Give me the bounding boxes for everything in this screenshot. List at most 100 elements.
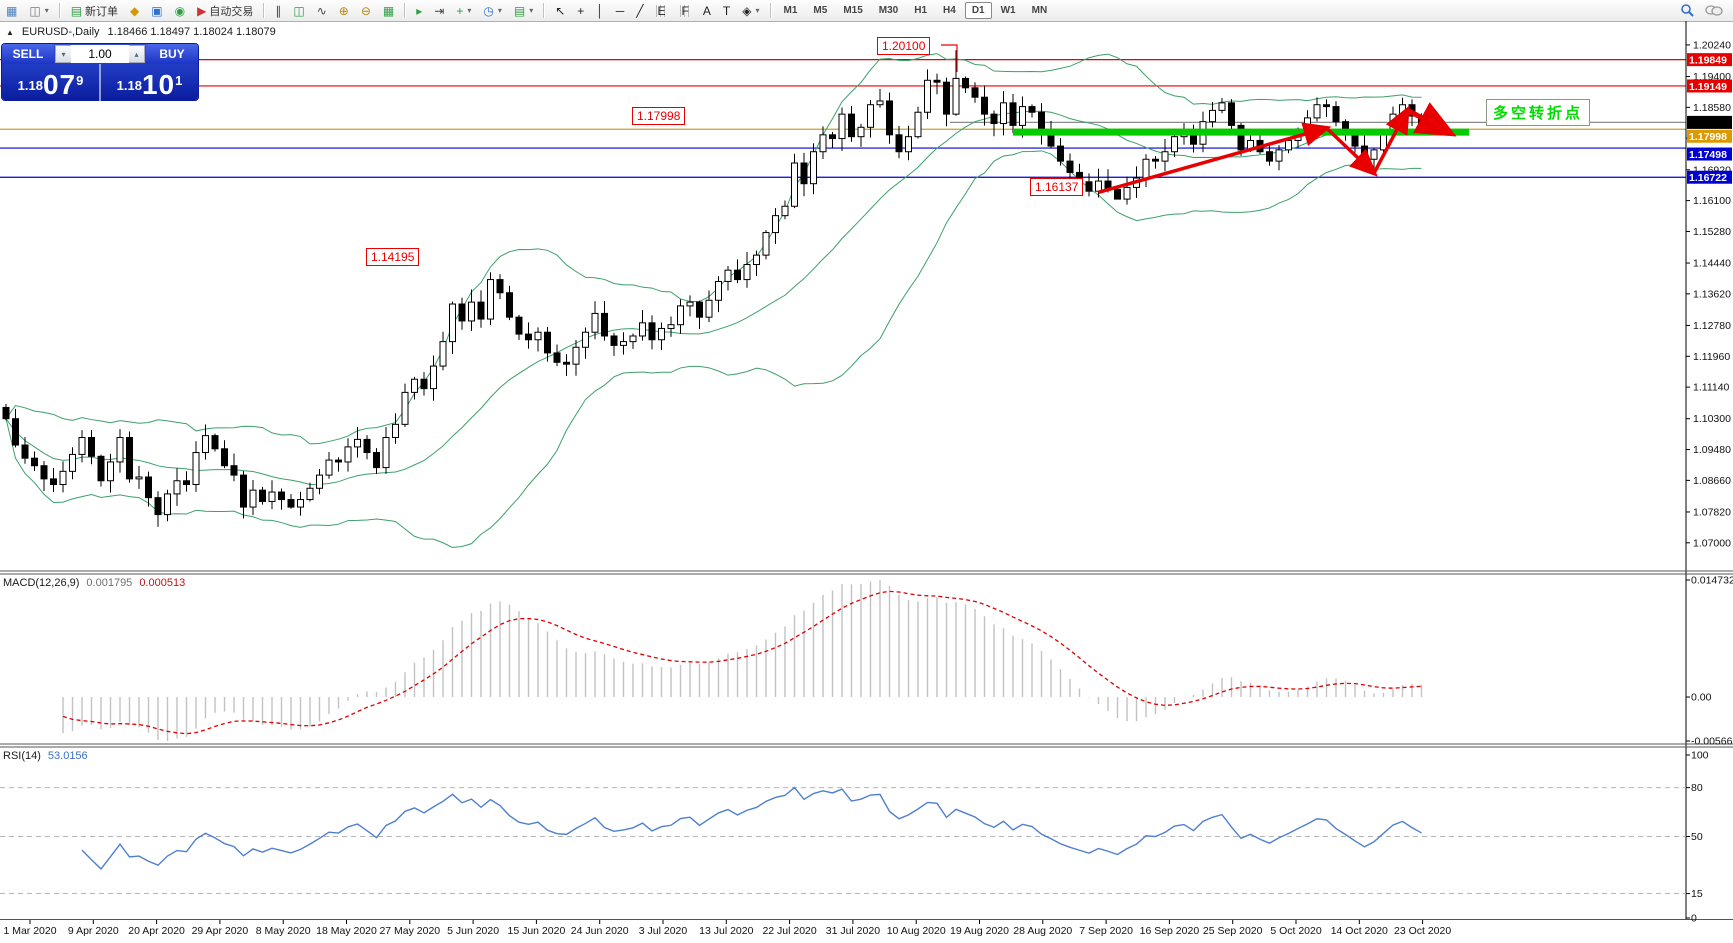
vertical-line-tool-button[interactable]: │ — [590, 0, 610, 21]
svg-text:3 Jul 2020: 3 Jul 2020 — [639, 925, 688, 937]
candles — [2, 50, 1425, 527]
alerts-button[interactable]: ◉ — [169, 0, 191, 21]
timeframe-d1-button[interactable]: D1 — [964, 2, 992, 19]
cursor-button[interactable]: ↖ — [549, 0, 571, 21]
collapse-arrow-icon[interactable]: ▲ — [6, 27, 14, 37]
chart-profiles-icon: ◫ — [29, 3, 41, 18]
svg-text:1.17998: 1.17998 — [1689, 131, 1727, 143]
timeframe-h1-button[interactable]: H1 — [914, 5, 928, 16]
search-icon[interactable] — [1680, 3, 1695, 18]
svg-text:1.17498: 1.17498 — [1689, 149, 1727, 161]
market-watch-icon: ▣ — [151, 3, 163, 18]
svg-text:1.16100: 1.16100 — [1693, 195, 1731, 207]
toolbar-right — [1680, 3, 1733, 18]
trend-arrow — [1406, 102, 1457, 137]
chart-title: ▲ EURUSD-,Daily 1.18466 1.18497 1.18024 … — [6, 26, 276, 38]
buy-button[interactable]: BUY — [146, 44, 198, 64]
chart-shift-button[interactable]: ⇥ — [428, 0, 450, 21]
alerts-icon: ◉ — [174, 3, 186, 18]
macd-signal-value: 0.000513 — [139, 577, 186, 589]
autotrading-button[interactable]: ▶ 自动交易 — [191, 0, 259, 21]
annotation-pivot-level[interactable]: 1.17998 — [632, 107, 686, 125]
new-chart-icon: ▦ — [6, 3, 18, 18]
svg-text:24 Jun 2020: 24 Jun 2020 — [571, 925, 629, 937]
periods-button[interactable]: ◷ ▾ — [477, 0, 508, 21]
candlestick-type-button[interactable]: ◫ — [287, 0, 310, 21]
auto-scroll-icon: ▸ — [416, 3, 423, 18]
timeframe-m5-button[interactable]: M5 — [813, 5, 828, 16]
autotrading-icon: ▶ — [197, 3, 207, 18]
zoom-out-icon: ⊖ — [360, 3, 371, 18]
sell-price[interactable]: 1.18 07 9 — [17, 69, 84, 100]
annotation-turning-point[interactable]: 多空转折点 — [1486, 99, 1591, 126]
svg-text:1.11960: 1.11960 — [1693, 351, 1730, 363]
fibonacci-tool-button[interactable]: F — [674, 0, 697, 21]
panel-separators[interactable] — [0, 570, 1733, 920]
new-order-button[interactable]: ▤ 新订单 — [65, 0, 124, 21]
zoom-out-button[interactable]: ⊖ — [355, 0, 377, 21]
timeframe-m30-button[interactable]: M30 — [878, 5, 899, 16]
timeframe-m15-button[interactable]: M15 — [843, 5, 863, 16]
sell-button[interactable]: SELL — [2, 44, 54, 64]
price-badge — [1687, 147, 1732, 161]
svg-text:10 Aug 2020: 10 Aug 2020 — [887, 925, 946, 937]
toolbar-buttons: ▦ ◫ ▾ ▤ 新订单 ◆ ▣ ◉ ▶ 自动交易 ∥ ◫ ∿ ⊕ ⊖ ▦ ▸ ⇥ + ▾ ◷ ▾ ▤ ▾ ↖ + │ ─ ╱ E F A T ◈ ▾… — [0, 0, 1055, 21]
timeframe-w1-button[interactable]: W1 — [1000, 5, 1016, 16]
chart-profiles-button[interactable]: ◫ ▾ — [23, 0, 54, 21]
text-label-tool-button[interactable]: T — [717, 0, 736, 21]
trendline-tool-button[interactable]: ╱ — [630, 0, 649, 21]
svg-text:1.09480: 1.09480 — [1693, 444, 1731, 456]
line-chart-type-button[interactable]: ∿ — [311, 0, 333, 21]
annotation-september-high[interactable]: 1.20100 — [877, 37, 931, 55]
timeframe-h4-button[interactable]: H4 — [943, 5, 956, 16]
price-axis[interactable]: 1.202401.194001.185801.177601.169201.161… — [1685, 21, 1732, 920]
buy-price[interactable]: 1.18 10 1 — [116, 69, 183, 100]
drawn-objects[interactable] — [941, 44, 1469, 195]
arrow-tools-button[interactable]: ◈ ▾ — [736, 0, 765, 21]
text-label-tool-icon: T — [722, 3, 731, 18]
svg-text:1.07000: 1.07000 — [1693, 537, 1731, 549]
svg-text:15: 15 — [1691, 888, 1703, 900]
volume-input[interactable] — [71, 45, 129, 63]
annotation-september-low[interactable]: 1.16137 — [1030, 178, 1084, 196]
svg-text:16 Sep 2020: 16 Sep 2020 — [1140, 925, 1200, 937]
rsi-label: RSI(14) — [3, 750, 41, 762]
zoom-in-button[interactable]: ⊕ — [333, 0, 355, 21]
market-watch-button[interactable]: ▣ — [145, 0, 168, 21]
zoom-in-icon: ⊕ — [338, 3, 349, 18]
crosshair-button[interactable]: + — [571, 0, 590, 21]
rsi-value: 53.0156 — [47, 750, 88, 762]
horizontal-line-tool-button[interactable]: ─ — [610, 0, 631, 21]
add-indicator-button[interactable]: + ▾ — [450, 0, 477, 21]
volume-stepper: ▾ ▴ — [55, 45, 145, 63]
auto-scroll-button[interactable]: ▸ — [410, 0, 428, 21]
annotation-june-high[interactable]: 1.14195 — [366, 248, 420, 266]
timeframe-mn-button[interactable]: MN — [1031, 5, 1048, 16]
indicators-list-button[interactable]: ◆ — [124, 0, 145, 21]
timeframe-m1-button[interactable]: M1 — [783, 5, 798, 16]
svg-text:1 Mar 2020: 1 Mar 2020 — [3, 925, 56, 937]
macd-main-value: 0.001795 — [86, 577, 133, 589]
volume-decrease-button[interactable]: ▾ — [56, 46, 71, 62]
templates-button[interactable]: ▤ ▾ — [508, 0, 539, 21]
equidistant-channel-tool-button[interactable]: E — [650, 0, 674, 21]
tile-windows-button[interactable]: ▦ — [377, 0, 400, 21]
bar-chart-type-button[interactable]: ∥ — [269, 0, 287, 21]
toolbar: ▦ ◫ ▾ ▤ 新订单 ◆ ▣ ◉ ▶ 自动交易 ∥ ◫ ∿ ⊕ ⊖ ▦ ▸ ⇥ + ▾ ◷ ▾ ▤ ▾ ↖ + │ ─ ╱ E F A T ◈ ▾… — [0, 0, 1733, 22]
rsi-header: RSI(14) 53.0156 — [3, 750, 88, 762]
price-divider — [99, 64, 101, 101]
new-chart-button[interactable]: ▦ — [0, 0, 23, 21]
volume-increase-button[interactable]: ▴ — [129, 46, 144, 62]
macd-label: MACD(12,26,9) — [3, 577, 80, 589]
svg-text:0: 0 — [1691, 913, 1697, 925]
chat-icon[interactable] — [1705, 4, 1723, 18]
date-axis[interactable]: 1 Mar 2020 9 Apr 2020 20 Apr 2020 29 Apr 20… — [3, 920, 1451, 937]
text-tool-button[interactable]: A — [697, 0, 717, 21]
svg-text:1.16722: 1.16722 — [1689, 172, 1727, 184]
svg-text:31 Jul 2020: 31 Jul 2020 — [826, 925, 880, 937]
svg-text:1.19149: 1.19149 — [1689, 81, 1727, 93]
svg-text:1.07820: 1.07820 — [1693, 506, 1731, 518]
rsi-panel: 100 80 50 15 0 — [0, 750, 1709, 925]
